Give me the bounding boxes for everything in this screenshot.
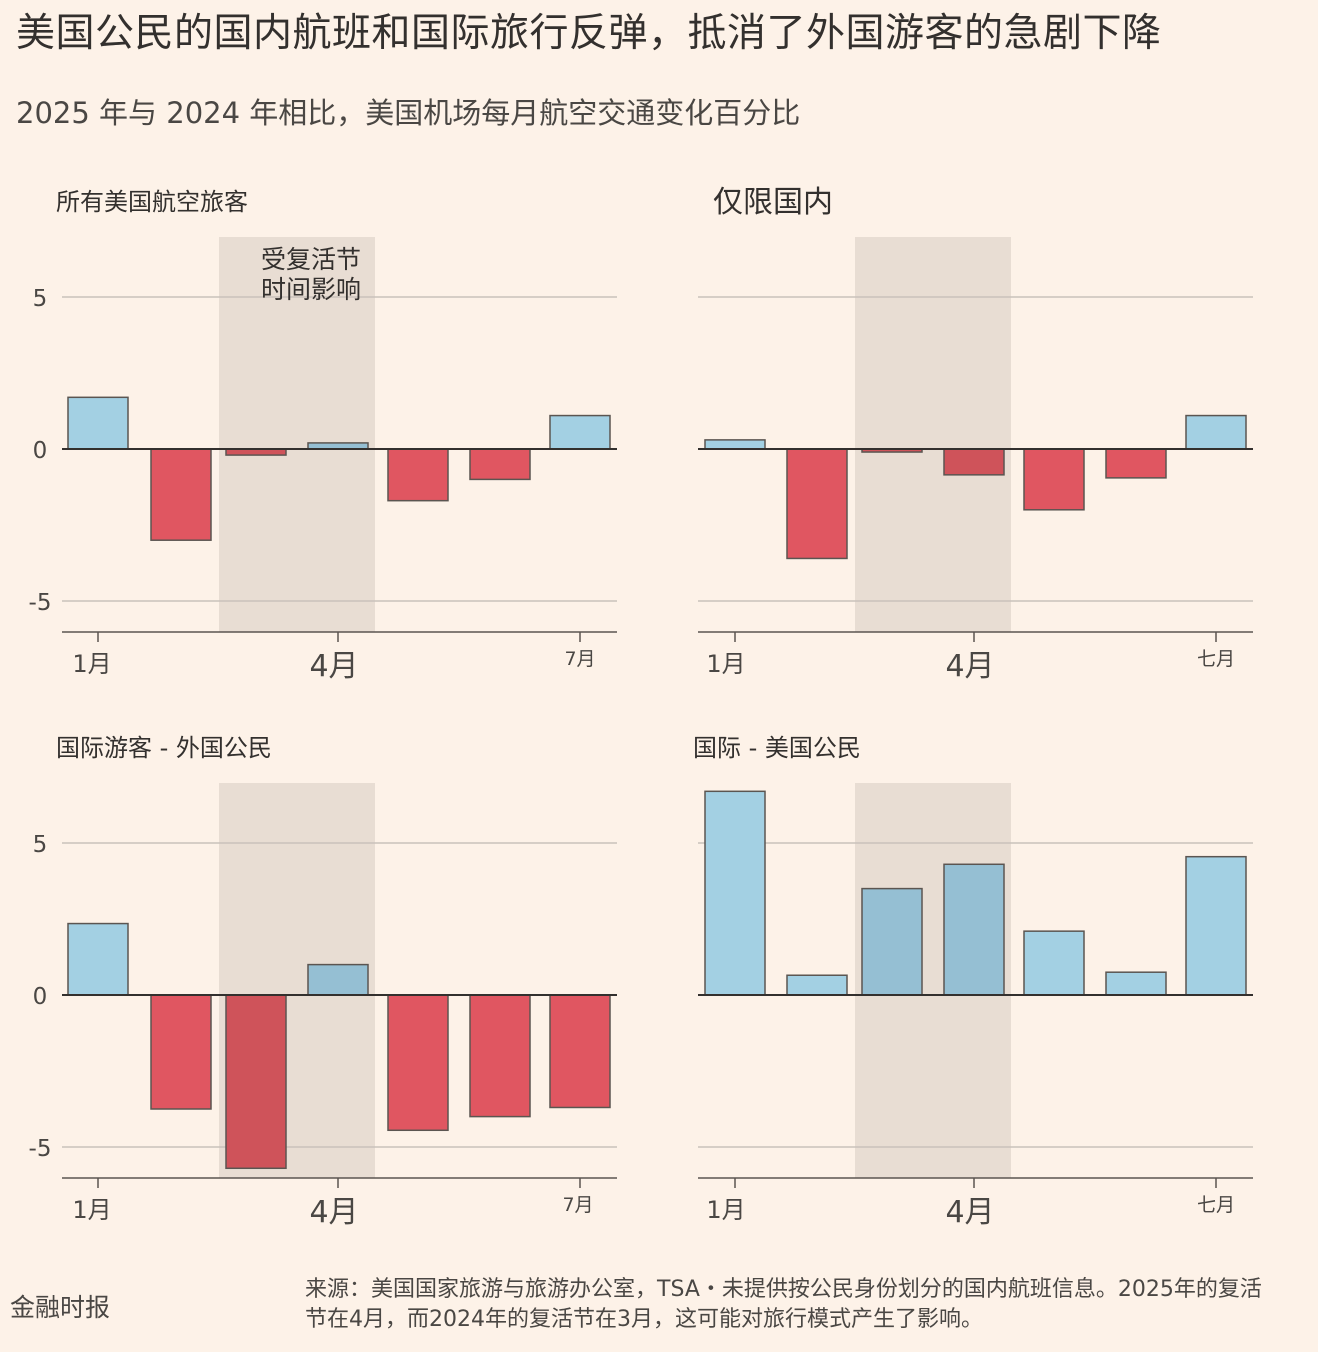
bar [387,448,449,502]
y-tick-label: 5 [33,286,48,312]
chart-panel-2: 1月 4月 七月 仅限国内 [698,185,1253,684]
bar [861,887,923,996]
panel-title: 所有美国航空旅客 [56,188,248,216]
bar [786,974,848,996]
x-tick-label: 7月 [564,648,595,670]
annotation-line-1: 受复活节 [261,245,361,274]
bar [150,994,212,1110]
bar [549,414,611,450]
bar [150,448,212,541]
chart-subtitle: 2025 年与 2024 年相比，美国机场每月航空交通变化百分比 [16,96,801,130]
y-tick-label: 0 [33,984,48,1010]
bar [704,439,766,450]
x-tick-label: 1月 [72,1196,111,1224]
source-note: 来源：美国国家旅游与旅游办公室，TSA・未提供按公民身份划分的国内航班信息。20… [305,1277,1262,1332]
brand-logo-text: 金融时报 [10,1293,111,1322]
bar [1023,448,1085,511]
y-tick-label: -5 [29,590,52,616]
x-tick-label: 7月 [562,1194,593,1216]
bar [1185,414,1247,450]
x-tick-label: 4月 [309,1195,358,1230]
bar [943,448,1005,476]
x-tick-label: 4月 [945,649,994,684]
bar [307,963,369,996]
x-tick-label: 七月 [1197,648,1235,670]
bar [469,994,531,1118]
easter-shaded-band [219,237,375,632]
bar [786,448,848,560]
bar [1105,971,1167,996]
bar [1023,930,1085,996]
annotation-line-2: 时间影响 [261,275,361,304]
bar [225,994,287,1170]
x-tick-label: 4月 [945,1195,994,1230]
x-tick-label: 七月 [1197,1194,1235,1216]
bar [943,863,1005,996]
x-tick-label: 1月 [706,1196,745,1224]
x-tick-label: 4月 [309,649,358,684]
bar [1185,855,1247,996]
bar [704,790,766,996]
bar [1105,448,1167,479]
y-tick-label: 5 [33,832,48,858]
x-tick-label: 1月 [706,650,745,678]
bar [469,448,531,481]
easter-shaded-band [855,237,1011,632]
y-tick-label: -5 [29,1136,52,1162]
bar [387,994,449,1132]
chart-panel-4: 1月 4月 七月 国际 - 美国公民 [693,734,1253,1230]
y-tick-label: 0 [33,438,48,464]
chart-title: 美国公民的国内航班和国际旅行反弹，抵消了外国游客的急剧下降 [16,11,1162,56]
bar [549,994,611,1109]
bar [67,396,129,450]
panel-title: 仅限国内 [713,185,833,220]
bar [67,922,129,996]
x-tick-label: 1月 [72,650,111,678]
panel-title: 国际 - 美国公民 [693,734,861,762]
panel-title: 国际游客 - 外国公民 [56,734,272,762]
chart-panel-3: 5 0 -5 1月 4月 7月 国际游客 - 外国公民 [29,734,617,1230]
